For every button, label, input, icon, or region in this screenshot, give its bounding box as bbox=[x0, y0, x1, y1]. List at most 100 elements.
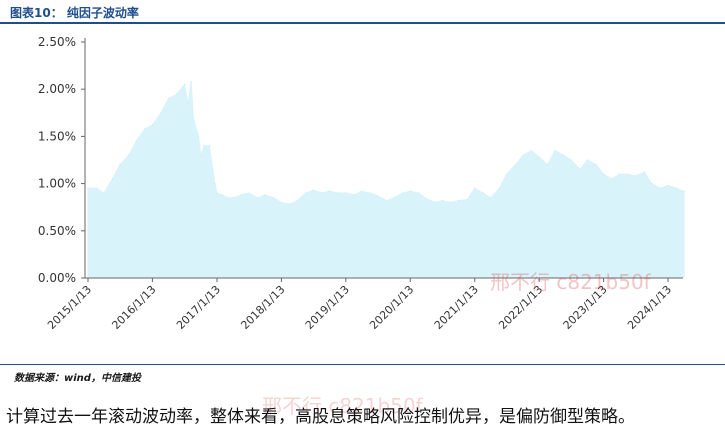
data-point bbox=[634, 175, 637, 177]
data-point bbox=[450, 201, 452, 204]
data-point bbox=[474, 187, 476, 189]
data-point bbox=[538, 156, 540, 158]
figure-header: 图表10： 纯因子波动率 bbox=[0, 0, 725, 24]
data-point bbox=[128, 154, 130, 156]
data-point bbox=[627, 173, 629, 175]
data-point bbox=[240, 194, 243, 196]
data-point bbox=[458, 200, 460, 202]
data-point bbox=[337, 192, 339, 194]
data-point bbox=[490, 197, 492, 199]
data-point bbox=[198, 135, 200, 137]
data-point bbox=[418, 192, 420, 194]
data-point bbox=[296, 200, 298, 202]
data-point bbox=[119, 164, 121, 166]
data-point bbox=[595, 164, 597, 166]
chart-container: 0.00% 0.50% 1.00% 1.50% 2.00% 2.50% 2015/1/13 2… bbox=[0, 24, 725, 364]
data-point bbox=[675, 187, 678, 189]
data-point bbox=[546, 164, 549, 166]
data-point bbox=[531, 150, 533, 152]
caption-text: 计算过去一年滚动波动率，整体来看，高股息策略风险控制优异，是偏防御型策略。 bbox=[6, 407, 635, 427]
data-point bbox=[135, 140, 137, 142]
data-point bbox=[203, 145, 205, 147]
data-point bbox=[144, 128, 146, 130]
data-point bbox=[506, 173, 508, 175]
x-tick-label: 2018/1/13 bbox=[238, 283, 287, 332]
data-point bbox=[248, 192, 250, 194]
data-point bbox=[183, 83, 186, 86]
x-tick-label: 2020/1/13 bbox=[367, 283, 416, 332]
data-point bbox=[683, 190, 685, 192]
data-point bbox=[232, 197, 234, 199]
data-point bbox=[187, 102, 189, 104]
data-point bbox=[160, 112, 162, 114]
data-point bbox=[289, 203, 291, 205]
data-point bbox=[329, 190, 331, 192]
x-tick-label: 2017/1/13 bbox=[174, 283, 223, 332]
volatility-area-chart: 0.00% 0.50% 1.00% 1.50% 2.00% 2.50% 2015/1/13 2… bbox=[38, 35, 685, 332]
x-tick-label: 2021/1/13 bbox=[432, 283, 481, 332]
x-tick-label: 2016/1/13 bbox=[109, 283, 158, 332]
data-point bbox=[305, 192, 307, 194]
data-point bbox=[554, 150, 556, 152]
data-point bbox=[482, 192, 484, 194]
data-point bbox=[214, 183, 216, 185]
volatility-area bbox=[87, 81, 685, 279]
data-point bbox=[111, 178, 114, 180]
data-point bbox=[321, 192, 323, 194]
data-point bbox=[386, 200, 388, 202]
data-point bbox=[586, 159, 589, 161]
data-point bbox=[651, 183, 653, 185]
data-point bbox=[167, 98, 170, 100]
data-point bbox=[208, 145, 210, 147]
data-point bbox=[563, 154, 565, 156]
y-tick-label: 2.50% bbox=[38, 35, 76, 49]
data-point bbox=[369, 192, 371, 194]
data-point bbox=[226, 197, 228, 199]
data-point bbox=[353, 194, 355, 196]
data-point bbox=[643, 171, 646, 173]
data-point bbox=[659, 187, 662, 189]
y-tick-label: 1.00% bbox=[38, 177, 76, 191]
y-tick-label: 0.00% bbox=[38, 271, 76, 285]
data-point bbox=[393, 197, 395, 199]
data-point bbox=[273, 197, 275, 199]
data-point bbox=[522, 154, 524, 156]
data-point bbox=[441, 200, 443, 202]
watermark: 邢不行 c821b50f bbox=[262, 394, 423, 418]
data-point bbox=[192, 116, 194, 119]
y-tick-label: 2.00% bbox=[38, 82, 76, 96]
data-point bbox=[216, 192, 218, 194]
data-point bbox=[312, 189, 314, 191]
data-point bbox=[667, 184, 669, 187]
data-point bbox=[190, 81, 192, 83]
x-tick-label: 2019/1/13 bbox=[303, 283, 352, 332]
source-divider bbox=[0, 364, 725, 365]
data-point bbox=[570, 159, 572, 161]
data-point bbox=[95, 187, 97, 189]
data-source-note: 数据来源：wind，中信建投 bbox=[14, 373, 141, 384]
data-point bbox=[498, 187, 500, 189]
data-point bbox=[221, 194, 224, 196]
data-point bbox=[402, 192, 404, 194]
y-tick-label: 1.50% bbox=[38, 129, 76, 143]
data-point bbox=[87, 187, 89, 189]
data-point bbox=[409, 190, 411, 192]
data-point bbox=[618, 173, 621, 175]
data-point bbox=[611, 178, 613, 180]
data-point bbox=[151, 124, 153, 126]
data-point bbox=[264, 194, 266, 196]
data-point bbox=[257, 197, 259, 199]
data-point bbox=[377, 195, 379, 197]
data-point bbox=[514, 164, 517, 166]
data-point bbox=[200, 154, 202, 156]
data-point bbox=[103, 192, 105, 194]
data-point bbox=[425, 198, 427, 200]
data-point bbox=[345, 192, 347, 194]
y-tick-label: 0.50% bbox=[38, 224, 76, 238]
data-point bbox=[579, 168, 581, 170]
data-point bbox=[434, 201, 436, 204]
data-point bbox=[280, 201, 282, 204]
data-point bbox=[466, 199, 468, 201]
x-tick-label: 2015/1/13 bbox=[45, 283, 94, 332]
data-point bbox=[603, 173, 605, 175]
